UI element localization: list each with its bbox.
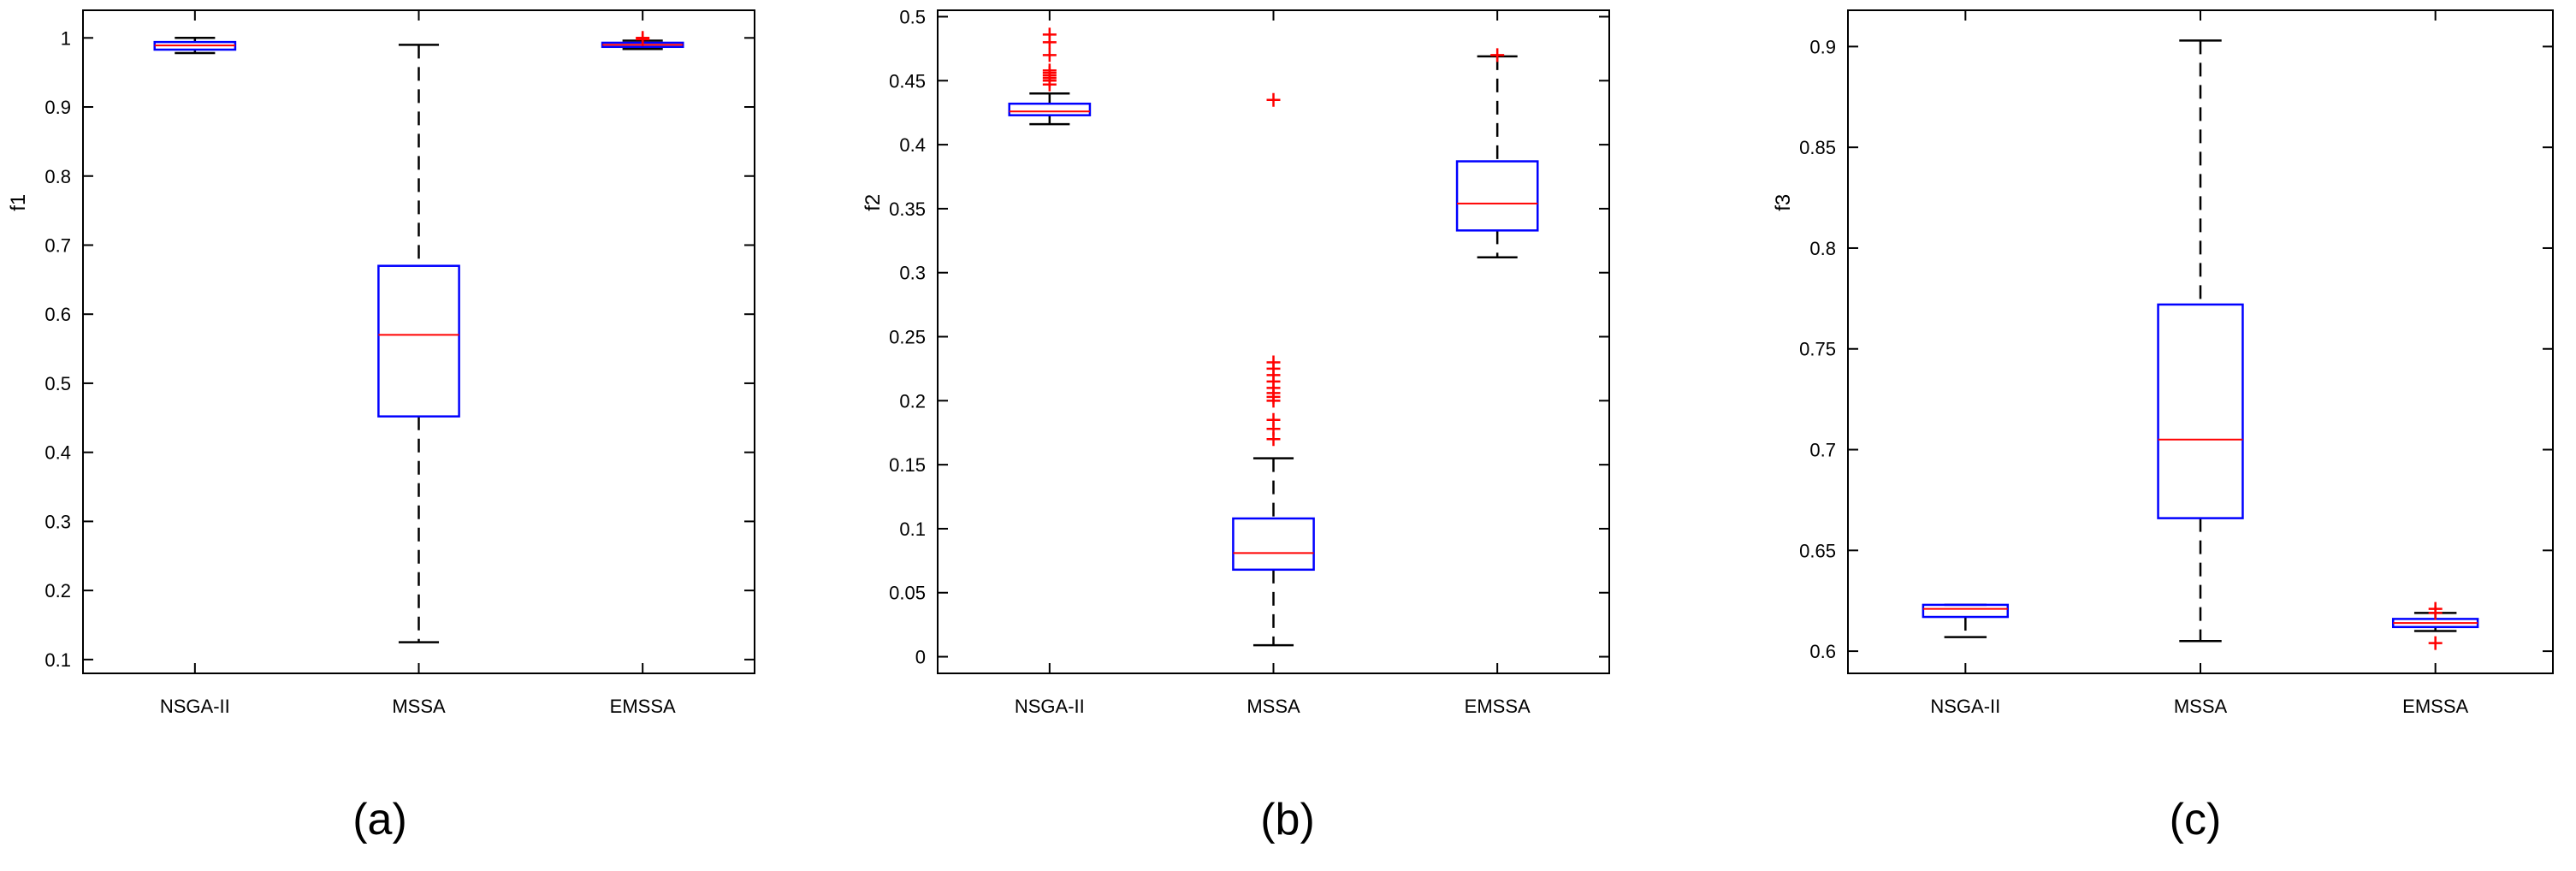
box-emssa [1455, 48, 1539, 259]
box-mssa [2157, 39, 2244, 643]
box-iqr [377, 264, 460, 418]
box-mssa [1232, 92, 1315, 647]
y-tick-label: 0.5 [44, 373, 71, 394]
y-tick-label: 0.25 [889, 327, 926, 348]
panel-label: (a) [352, 795, 407, 844]
panel-a: 0.1 0.2 0.3 0.4 0.5 0.6 0.7 0.8 0.9 1 f1 NSGA-II MSS… [7, 9, 755, 844]
y-tick-label: 0.2 [44, 580, 71, 601]
outlier-point [1042, 63, 1057, 78]
outlier-point [1266, 412, 1281, 427]
y-tick-label: 0.3 [44, 511, 71, 532]
outlier-point [2428, 606, 2443, 620]
outlier-point [2428, 636, 2443, 650]
x-tick-label: NSGA-II [1015, 696, 1085, 717]
x-tick-label: EMSSA [2402, 696, 2468, 717]
panel-label: (b) [1260, 795, 1315, 844]
y-axis-label: f1 [7, 194, 30, 211]
y-tick-label: 0.7 [44, 234, 71, 256]
y-tick-label: 0.5 [899, 6, 926, 27]
outlier-point [1042, 48, 1057, 62]
outlier-point [1266, 92, 1281, 107]
y-tick-label: 1 [61, 27, 71, 49]
y-tick-label: 0.6 [44, 304, 71, 325]
y-tick-label: 0.9 [1809, 36, 1836, 57]
y-tick-label: 0.1 [44, 649, 71, 671]
x-tick-label: EMSSA [610, 696, 676, 717]
y-tick-label: 0.45 [889, 70, 926, 92]
x-tick-label: NSGA-II [1930, 696, 2000, 717]
y-tick-label: 0.1 [899, 518, 926, 540]
box-emssa [601, 31, 684, 50]
y-tick-label: 0.8 [1809, 238, 1836, 259]
y-tick-label: 0.6 [1809, 641, 1836, 662]
box-iqr [1008, 102, 1092, 116]
outlier-point [1266, 355, 1281, 370]
panel-label: (c) [2170, 795, 2222, 844]
box-emssa [2391, 601, 2479, 650]
y-tick-label: 0.8 [44, 166, 71, 187]
y-tick-label: 0.75 [1799, 339, 1836, 360]
y-tick-label: 0.65 [1799, 540, 1836, 561]
y-tick-label: 0.3 [899, 263, 926, 284]
box-mssa [377, 44, 460, 643]
outlier-point [636, 32, 650, 46]
x-tick-label: MSSA [392, 696, 446, 717]
y-tick-label: 0.15 [889, 454, 926, 476]
panel-b: 0 0.05 0.1 0.15 0.2 0.25 0.3 0.35 0.4 0.45 0.5 f2 NS… [862, 6, 1610, 844]
y-tick-label: 0.35 [889, 198, 926, 220]
y-tick-label: 0.2 [899, 390, 926, 412]
panel-c: 0.6 0.65 0.7 0.75 0.8 0.85 0.9 f3 NSGA-II MSSA EMS… [1772, 9, 2554, 844]
outlier-point [1042, 27, 1057, 42]
box-iqr [1455, 160, 1539, 232]
y-tick-label: 0.05 [889, 583, 926, 604]
y-axis-label: f2 [862, 194, 885, 211]
x-tick-label: EMSSA [1465, 696, 1531, 717]
y-axis-label: f3 [1772, 194, 1795, 211]
box-iqr [1232, 517, 1315, 572]
y-tick-label: 0 [915, 647, 926, 668]
box-iqr [1922, 603, 2010, 619]
x-tick-label: MSSA [1247, 696, 1300, 717]
y-tick-label: 0.85 [1799, 137, 1836, 158]
box-nsga-ii [1922, 603, 2010, 638]
x-tick-label: MSSA [2174, 696, 2228, 717]
y-tick-label: 0.9 [44, 97, 71, 118]
y-tick-label: 0.4 [44, 442, 71, 464]
box-nsga-ii [153, 37, 237, 55]
y-tick-label: 0.7 [1809, 440, 1836, 461]
y-tick-label: 0.4 [899, 134, 926, 156]
x-tick-label: NSGA-II [160, 696, 230, 717]
box-iqr [2157, 303, 2244, 519]
box-nsga-ii [1008, 27, 1092, 126]
outlier-point [1490, 48, 1505, 62]
